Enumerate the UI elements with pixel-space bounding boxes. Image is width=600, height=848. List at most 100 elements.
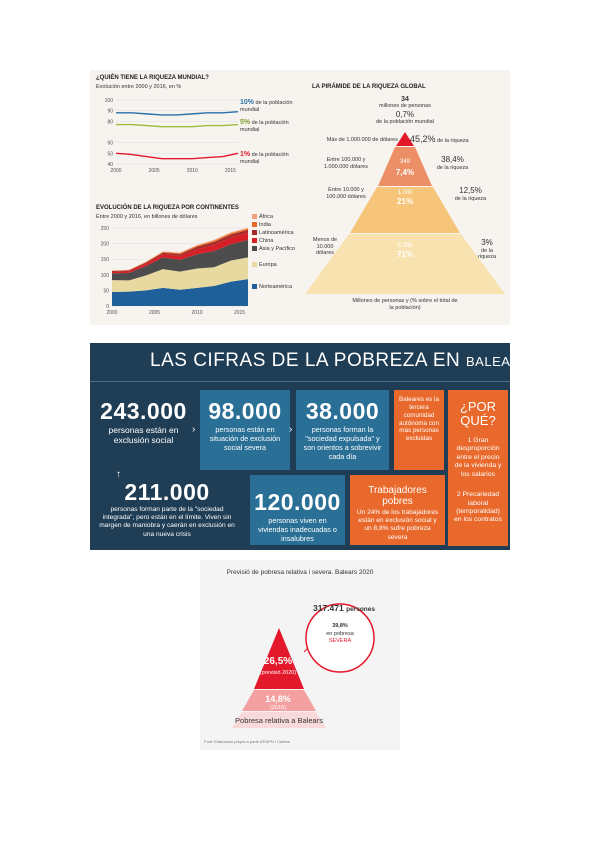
pyramid-l4-right-pct: 3% (481, 238, 493, 247)
pobresa-severa-label: SEVERA (328, 638, 352, 644)
box-211000: 211.000 personas forman parte de la "soc… (92, 475, 242, 547)
pobresa-pyramid-base (232, 712, 326, 728)
box-211000-text: personas forman parte de la "sociedad in… (99, 506, 235, 538)
area-chart-y-tick: 200 (101, 242, 110, 248)
legend-swatch (252, 214, 257, 220)
line-label-10-pct: 10% (240, 99, 255, 106)
pobresa-connector (303, 647, 309, 653)
legend-swatch (252, 284, 257, 290)
pyramid-l3-right: 12,5% de la riqueza (448, 186, 493, 202)
line-chart-title: ¿QUIÉN TIENE LA RIQUEZA MUNDIAL? (96, 75, 209, 81)
area-legend-item: Latinoamérica (252, 230, 294, 236)
pyramid-l2-right: 38,4% de la riqueza (430, 155, 475, 171)
pobresa-base-label: Pobresa relativa a Balears (235, 716, 323, 725)
area-series-6 (112, 227, 248, 271)
pobresa-persons-label: persones (346, 606, 376, 613)
pyramid-l1-right: 45,2% de la riqueza (410, 134, 500, 145)
box-120000-text: personas viven en viviendas inadecuadas … (258, 516, 337, 543)
pobresa-persons: 317.471 persones (313, 603, 383, 614)
pyramid-l2-right-text: de la riqueza (436, 164, 469, 171)
infographic-title: LAS CIFRAS DE LA POBREZA EN BALEARS (150, 350, 529, 372)
area-chart-x-tick: 2010 (191, 310, 202, 316)
pyramid-top-number: 34 (401, 96, 409, 103)
pyramid-l3-left: Entre 10.000 y 100.000 dólares (326, 187, 366, 200)
line-chart-x-tick: 2000 (110, 168, 121, 174)
line-series-0 (116, 111, 239, 116)
pyramid-l1-right-text: de la riqueza (437, 138, 469, 144)
line-chart-y-tick: 100 (105, 98, 114, 104)
line-label-1-pct: 1% (240, 151, 251, 158)
area-legend-item: Norteamérica (252, 284, 292, 290)
line-series-1 (116, 123, 239, 128)
pobresa-source: Font: Elaboració pròpia a partir d'EAPN … (204, 739, 290, 744)
pyramid-level-1 (396, 132, 414, 146)
legend-label: África (259, 214, 274, 220)
box-por-que: ¿POR QUÉ? 1 Gran desproporción entre el … (448, 390, 508, 546)
line-chart-y-tick: 60 (107, 141, 113, 147)
area-legend-item: Europa (252, 262, 277, 268)
pyramid-l2-left: Entre 100.000 y 1.000.000 dólares (323, 157, 369, 170)
legend-swatch (252, 222, 257, 228)
pyramid-l3-right-text: de la riqueza (454, 195, 487, 202)
line-label-1-text: de la población mundial (240, 152, 289, 166)
line-chart-y-tick: 50 (107, 151, 113, 157)
pobresa-pyramid (232, 603, 375, 728)
line-label-5: 5% de la población mundial (240, 119, 300, 134)
legend-label: Europa (259, 262, 277, 268)
pyramid-l3-pct: 21% (397, 197, 413, 206)
pyramid-level-3 (350, 187, 460, 233)
legend-label: Asia y Pacífico (259, 246, 296, 252)
box-trabajadores: Trabajadores pobres Un 24% de los trabaj… (350, 475, 445, 545)
box-98000-text: personas están en situación de exclusión… (209, 425, 281, 452)
legend-label: India (259, 222, 271, 228)
line-chart-y-tick: 80 (107, 119, 113, 125)
box-tercera-text: Baleares es la tercera comunidad autónom… (399, 396, 439, 443)
box-38000-text: personas forman la "sociedad expulsada" … (303, 425, 382, 461)
area-series-1 (112, 257, 248, 292)
line-chart-x-tick: 2010 (187, 168, 198, 174)
line-label-5-pct: 5% (240, 119, 251, 126)
infographic-title-small: BALEARS (466, 354, 530, 369)
pyramid-title: LA PIRÁMIDE DE LA RIQUEZA GLOBAL (312, 84, 426, 90)
pyramid-l2-num: 349 (400, 159, 411, 165)
pyramid-l2-right-pct: 38,4% (441, 155, 464, 164)
legend-label: China (259, 238, 274, 244)
pyramid-top-pct: 0,7% (395, 110, 415, 119)
arrow-right-1: › (192, 424, 196, 435)
line-label-10-text: de la población mundial (240, 100, 293, 114)
area-chart-x-tick: 2005 (149, 310, 160, 316)
area-series-5 (112, 228, 248, 272)
pobresa-severa-pct: 39,8% (332, 623, 348, 629)
area-series-2 (112, 239, 248, 281)
box-por-que-title: ¿POR QUÉ? (459, 399, 497, 429)
pyramid-l4-left: Menos de 10.000 dólares (312, 237, 338, 257)
box-98000: 98.000 personas están en situación de ex… (200, 390, 290, 470)
area-chart-y-tick: 100 (101, 273, 110, 279)
area-legend-item: Asia y Pacífico (252, 246, 295, 252)
infographic-title-main: LAS CIFRAS DE LA POBREZA EN (150, 350, 461, 371)
pobresa-mid-pct: 14,8% (265, 694, 291, 704)
area-series-3 (112, 232, 248, 274)
line-label-10: 10% de la población mundial (240, 99, 300, 114)
area-series-4 (112, 229, 248, 272)
box-38000-num: 38.000 (305, 398, 380, 424)
area-chart-y-tick: 150 (101, 257, 110, 263)
line-chart-x-tick: 2015 (225, 168, 236, 174)
legend-label: Latinoamérica (259, 230, 294, 236)
area-series-0 (112, 279, 248, 306)
area-chart-title: EVOLUCIÓN DE LA RIQUEZA POR CONTINENTES (96, 205, 239, 211)
area-chart-y-tick: 50 (103, 288, 109, 294)
arrow-up: ↑ (116, 469, 121, 480)
area-legend-item: África (252, 214, 273, 220)
wealth-pyramid: 349 7,4% 1.000 21% 3.388 71% (305, 132, 505, 294)
box-trabajadores-text: Un 24% de los trabajadores están en excl… (356, 509, 439, 541)
box-120000-num: 120.000 (254, 489, 341, 515)
box-por-que-text1: 1 Gran desproporción entre el precio de … (454, 436, 502, 478)
pyramid-top-line1: millones de personas (379, 103, 431, 109)
pyramid-l4-num: 3.388 (397, 243, 413, 249)
pyramid-l1-left: Más de 1.000.000 de dólares (326, 137, 398, 143)
area-legend-item: India (252, 222, 271, 228)
legend-label: Norteamérica (259, 284, 293, 290)
